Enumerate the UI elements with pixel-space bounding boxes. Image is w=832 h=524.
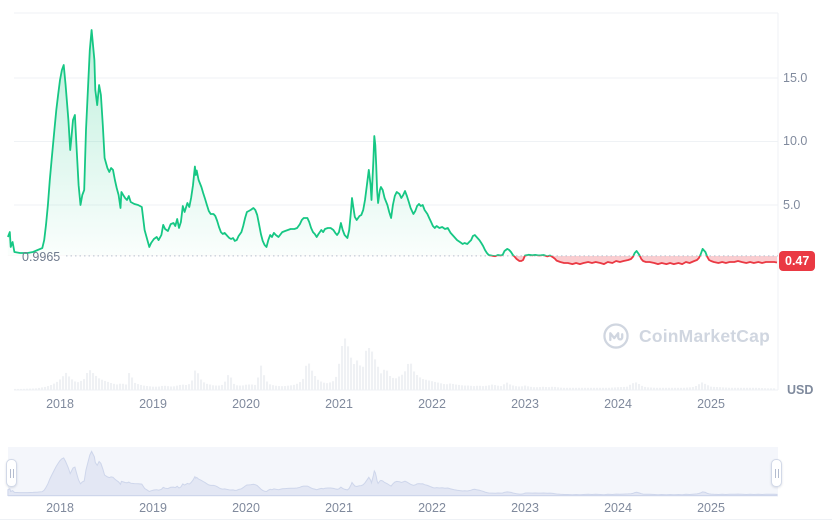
coinmarketcap-logo-icon — [603, 323, 629, 349]
current-price-badge: 0.47 — [779, 251, 816, 271]
navigator-right-handle[interactable] — [771, 459, 782, 487]
range-navigator[interactable] — [7, 447, 778, 497]
x-axis-label-2023: 2023 — [511, 397, 539, 411]
x-axis-label-2021: 2021 — [325, 397, 353, 411]
navigator-x-label-2021: 2021 — [325, 501, 353, 515]
y-axis-label-15: 15.0 — [783, 71, 808, 85]
watermark: CoinMarketCap — [602, 320, 770, 352]
watermark-text: CoinMarketCap — [639, 325, 770, 346]
x-axis-label-2022: 2022 — [418, 397, 446, 411]
bottom-divider — [0, 519, 832, 520]
volume-bars — [14, 338, 776, 390]
navigator-x-label-2020: 2020 — [232, 501, 260, 515]
x-axis-label-2020: 2020 — [232, 397, 260, 411]
navigator-area[interactable] — [7, 450, 778, 496]
price-line-below — [488, 255, 778, 265]
price-line-above — [7, 29, 708, 256]
currency-label: USD — [787, 383, 814, 397]
x-axis-label-2019: 2019 — [139, 397, 167, 411]
x-axis-label-2025: 2025 — [697, 397, 725, 411]
navigator-x-label-2024: 2024 — [604, 501, 632, 515]
navigator-x-label-2023: 2023 — [511, 501, 539, 515]
price-area-fill-above — [7, 30, 777, 256]
y-axis-label-10: 10.0 — [783, 134, 808, 148]
x-axis-label-2024: 2024 — [604, 397, 632, 411]
navigator-x-label-2022: 2022 — [418, 501, 446, 515]
x-axis-label-2018: 2018 — [46, 397, 74, 411]
navigator-x-label-2025: 2025 — [697, 501, 725, 515]
baseline-price-label: 0.9965 — [22, 250, 61, 264]
navigator-x-label-2018: 2018 — [46, 501, 74, 515]
navigator-left-handle[interactable] — [6, 459, 17, 487]
y-axis-label-5: 5.0 — [783, 198, 801, 212]
navigator-x-label-2019: 2019 — [139, 501, 167, 515]
